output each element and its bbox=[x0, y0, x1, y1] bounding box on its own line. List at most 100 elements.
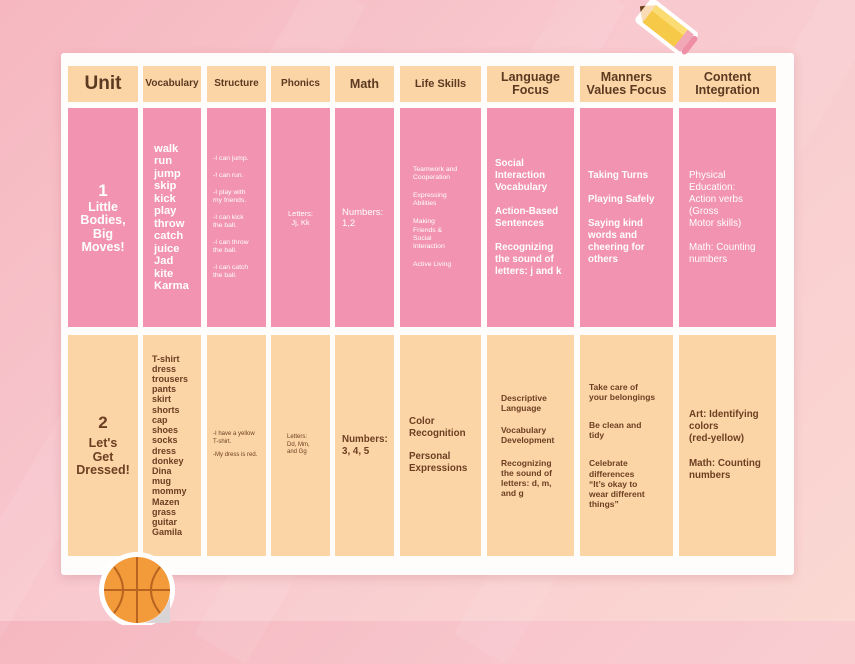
pencil-icon bbox=[635, 0, 698, 56]
math-line: Numbers: bbox=[342, 434, 388, 445]
content-line: Education: bbox=[689, 181, 736, 193]
math-line: 3, 4, 5 bbox=[342, 445, 370, 457]
unit2-life-skills: Color Recognition Personal Expressions bbox=[400, 335, 481, 556]
unit2-title: 2 Let's Get Dressed! bbox=[68, 335, 138, 556]
header-phonics: Phonics bbox=[271, 66, 330, 102]
math-line: 1,2 bbox=[342, 217, 356, 229]
manners-line: Take care of bbox=[589, 381, 638, 392]
content-line: numbers bbox=[689, 470, 731, 481]
manners-line: Be clean and bbox=[589, 419, 642, 430]
vocab-word: play bbox=[154, 205, 177, 217]
unit1-manners: Taking Turns Playing Safely Saying kind w… bbox=[580, 108, 673, 327]
header-structure-label: Structure bbox=[214, 78, 259, 89]
life-skill-line: Making bbox=[413, 218, 435, 226]
phonics-line: Letters: bbox=[287, 208, 313, 218]
unit2-manners: Take care of your belongings Be clean and… bbox=[580, 335, 673, 556]
manners-line: Celebrate bbox=[589, 458, 628, 469]
vocab-word: skirt bbox=[152, 394, 172, 405]
manners-line: things” bbox=[589, 499, 619, 510]
vocab-word: dress bbox=[152, 363, 177, 374]
vocab-word: Karma bbox=[154, 280, 189, 292]
header-content-line: Integration bbox=[695, 83, 760, 97]
curriculum-board: Unit Vocabulary Structure Phonics Math L… bbox=[61, 53, 794, 575]
structure-line: T-shirt. bbox=[213, 438, 232, 445]
life-skill-line: Abilities bbox=[413, 200, 437, 208]
content-line: Math: Counting bbox=[689, 458, 761, 469]
language-focus-line: Recognizing bbox=[495, 241, 554, 253]
vocab-word: catch bbox=[154, 230, 184, 242]
language-focus-line: Descriptive bbox=[501, 392, 547, 403]
unit2-name-line: Get bbox=[92, 449, 114, 464]
header-math: Math bbox=[335, 66, 394, 102]
header-structure: Structure bbox=[207, 66, 266, 102]
structure-line: -I can jump. bbox=[213, 155, 249, 162]
vocab-word: cap bbox=[152, 414, 168, 425]
header-content-line: Content bbox=[703, 70, 752, 84]
manners-line: wear different bbox=[589, 489, 645, 499]
content-line: (Gross bbox=[689, 205, 719, 217]
header-language-focus-line: Focus bbox=[512, 83, 549, 97]
vocab-word: kite bbox=[154, 267, 174, 280]
header-math-label: Math bbox=[349, 76, 380, 91]
vocab-word: mommy bbox=[152, 486, 187, 497]
structure-line: -I can kick bbox=[213, 214, 244, 221]
manners-line: others bbox=[588, 253, 618, 265]
structure-line: the ball. bbox=[213, 222, 237, 229]
vocab-word: juice bbox=[154, 242, 180, 255]
vocab-word: Gamila bbox=[152, 527, 183, 538]
vocab-word: shorts bbox=[152, 404, 180, 415]
content-line: numbers bbox=[689, 253, 728, 265]
header-manners: Manners Values Focus bbox=[580, 66, 673, 102]
life-skill-line: Active Living bbox=[413, 261, 452, 269]
language-focus-line: Vocabulary bbox=[495, 181, 548, 193]
life-skill-line: Cooperation bbox=[413, 173, 451, 181]
vocab-word: grass bbox=[152, 506, 177, 517]
language-focus-line: Interaction bbox=[495, 169, 546, 181]
unit1-title: 1 Little Bodies, Big Moves! bbox=[68, 108, 138, 327]
structure-line: -I have a yellow bbox=[213, 431, 255, 438]
content-line: Motor skills) bbox=[689, 217, 742, 229]
manners-line: Saying kind bbox=[588, 217, 643, 229]
language-focus-line: Development bbox=[501, 435, 555, 446]
header-vocabulary: Vocabulary bbox=[143, 66, 201, 102]
header-life-skills: Life Skills bbox=[400, 66, 481, 102]
unit2-language-focus: Descriptive Language Vocabulary Developmen… bbox=[487, 335, 574, 556]
unit2-phonics: Letters: Dd, Mm, and Gg bbox=[271, 335, 330, 556]
life-skill-line: Expressions bbox=[409, 463, 468, 474]
unit2-name-line: Let's bbox=[88, 436, 118, 451]
unit2-vocabulary: T-shirt dress trousers pants skirt short… bbox=[143, 335, 201, 556]
structure-line: -I can run. bbox=[213, 172, 244, 179]
vocab-word: pants bbox=[152, 384, 177, 395]
manners-line: cheering for bbox=[588, 241, 645, 253]
language-focus-line: Sentences bbox=[495, 217, 545, 229]
manners-line: tidy bbox=[589, 430, 605, 441]
manners-line: differences bbox=[589, 468, 635, 479]
language-focus-line: Language bbox=[501, 402, 542, 413]
unit1-language-focus: Social Interaction Vocabulary Action-Based… bbox=[487, 108, 574, 327]
life-skill-line: Social bbox=[413, 234, 432, 242]
manners-line: Taking Turns bbox=[588, 169, 649, 181]
unit1-vocabulary: walk run jump skip kick play throw catch… bbox=[143, 108, 201, 327]
content-line: Math: Counting bbox=[689, 241, 756, 253]
language-focus-line: letters: j and k bbox=[495, 265, 562, 277]
manners-line: words and bbox=[588, 229, 637, 241]
vocab-word: T-shirt bbox=[152, 353, 180, 364]
phonics-line: Dd, Mm, bbox=[287, 441, 310, 448]
phonics-line: and Gg bbox=[287, 449, 307, 456]
language-focus-line: letters: d, m, bbox=[501, 477, 552, 488]
vocab-word: shoes bbox=[152, 425, 179, 436]
content-line: Physical bbox=[689, 169, 726, 181]
unit2-structure: -I have a yellow T-shirt. -My dress is re… bbox=[207, 335, 266, 556]
phonics-line: Jj, Kk bbox=[291, 217, 310, 227]
unit1-name-line: Big bbox=[92, 226, 114, 241]
vocab-word: donkey bbox=[152, 455, 184, 466]
header-language-focus-line: Language bbox=[500, 70, 561, 84]
header-vocabulary-label: Vocabulary bbox=[145, 78, 199, 89]
life-skill-line: Recognition bbox=[409, 428, 466, 439]
phonics-line: Letters: bbox=[287, 434, 308, 441]
life-skill-line: Color bbox=[409, 416, 435, 427]
language-focus-line: Vocabulary bbox=[501, 425, 547, 436]
vocab-word: socks bbox=[152, 435, 178, 446]
life-skill-line: Friends & bbox=[413, 226, 443, 234]
unit2-name-line: Dressed! bbox=[76, 463, 130, 478]
